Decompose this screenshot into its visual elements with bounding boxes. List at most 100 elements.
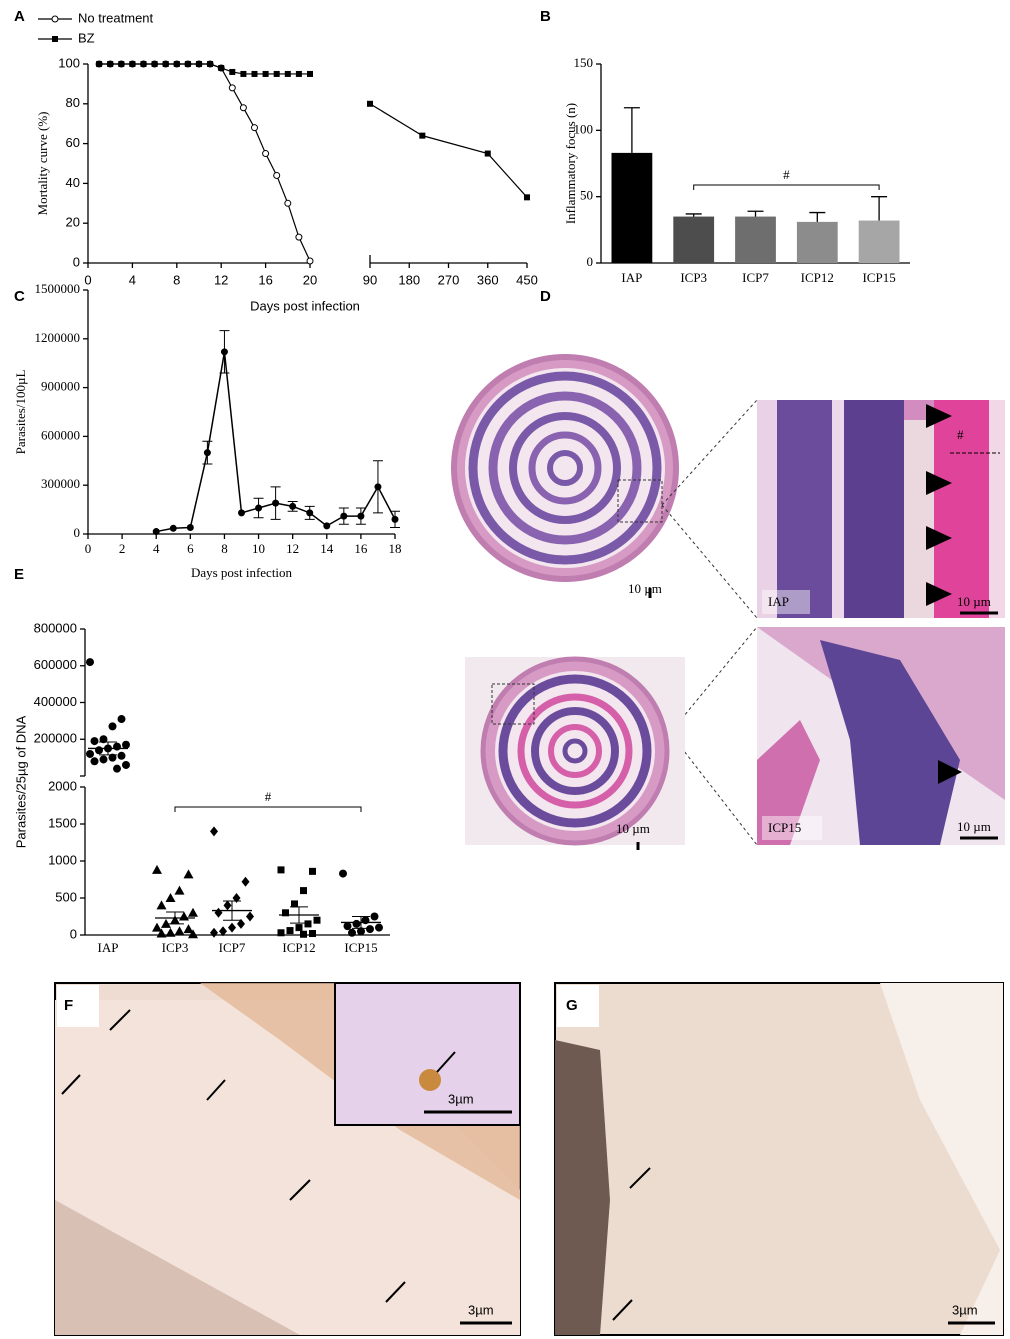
- panel-letter: A: [14, 8, 25, 25]
- x-tick-label: 18: [389, 541, 402, 556]
- marker: [340, 512, 348, 520]
- marker: [186, 523, 194, 531]
- bar: [735, 216, 776, 263]
- marker: [183, 924, 194, 934]
- x-tick-label: ICP7: [219, 940, 246, 955]
- marker: [184, 61, 191, 67]
- x-tick-label: ICP15: [862, 270, 895, 285]
- x-axis-label: Days post infection: [250, 298, 360, 313]
- y-tick-label: 2000: [48, 778, 77, 793]
- annotation: #: [265, 789, 272, 804]
- panel-f: F 3µm 3µm: [54, 982, 521, 1336]
- x-tick-label: 0: [84, 272, 91, 287]
- marker: [367, 100, 373, 107]
- x-tick-label: IAP: [98, 940, 119, 955]
- y-tick-label: 1500: [48, 815, 77, 830]
- legend-marker: [52, 36, 58, 42]
- x-tick-label: 270: [438, 272, 460, 287]
- y-tick-label: 150: [574, 55, 594, 70]
- marker: [309, 930, 316, 938]
- scale-bar-label: 10 µm: [957, 819, 991, 834]
- x-tick-label: 450: [516, 272, 538, 287]
- legend-label: BZ: [78, 30, 95, 45]
- marker: [484, 150, 491, 157]
- marker: [291, 900, 298, 908]
- annotation: #: [783, 167, 790, 182]
- y-tick-label: 600000: [34, 657, 77, 672]
- marker: [86, 658, 94, 667]
- legend-label: No treatment: [78, 10, 154, 25]
- marker: [300, 930, 307, 938]
- y-tick-label: 1200000: [35, 330, 81, 345]
- marker: [284, 199, 292, 207]
- scale-bar-label: 10 µm: [616, 821, 650, 836]
- scale-bar-label: 3µm: [952, 1302, 978, 1317]
- marker: [289, 502, 297, 510]
- marker: [107, 61, 114, 67]
- panel-letter: D: [540, 288, 551, 305]
- marker: [295, 70, 302, 77]
- marker: [228, 922, 236, 933]
- marker: [262, 70, 269, 77]
- marker: [169, 524, 177, 532]
- marker: [220, 348, 228, 356]
- marker: [272, 499, 280, 507]
- error-bar: [871, 196, 888, 221]
- marker: [295, 233, 303, 241]
- marker: [282, 909, 289, 917]
- x-tick-label: ICP12: [801, 270, 834, 285]
- marker: [90, 737, 99, 746]
- marker: [240, 70, 247, 77]
- x-tick-label: 360: [477, 272, 499, 287]
- marker: [239, 104, 247, 112]
- marker: [295, 924, 303, 932]
- marker: [118, 61, 125, 67]
- x-tick-label: 14: [320, 541, 334, 556]
- marker: [300, 887, 307, 895]
- panel-letter: B: [540, 8, 551, 25]
- marker: [122, 740, 130, 749]
- error-bar: [685, 213, 702, 217]
- marker: [255, 504, 263, 512]
- marker: [375, 923, 383, 932]
- bar: [796, 221, 838, 263]
- legend-marker: [51, 15, 59, 23]
- scale-bar-label: 10 µm: [628, 581, 662, 596]
- y-tick-label: 800000: [34, 620, 77, 635]
- image-mark: #: [957, 427, 964, 442]
- marker: [99, 735, 108, 744]
- y-tick-label: 100: [58, 55, 80, 70]
- marker: [357, 512, 365, 520]
- panel-d: D 10 µm IAP: [451, 288, 1005, 850]
- y-tick-label: 20: [66, 215, 80, 230]
- marker: [348, 928, 356, 937]
- x-tick-label: 10: [252, 541, 265, 556]
- x-axis-label: Days post infection: [191, 565, 293, 580]
- x-tick-label: 12: [214, 272, 228, 287]
- marker: [95, 746, 103, 755]
- image-tag: ICP15: [768, 820, 801, 835]
- marker: [352, 919, 361, 928]
- marker: [370, 912, 379, 921]
- bracket: [174, 806, 362, 812]
- x-tick-label: ICP12: [282, 940, 315, 955]
- marker: [151, 61, 158, 67]
- marker: [366, 925, 374, 934]
- marker: [241, 876, 250, 887]
- marker: [113, 742, 121, 751]
- x-tick-label: 20: [303, 272, 317, 287]
- panel-letter: G: [566, 997, 578, 1014]
- marker: [219, 926, 227, 937]
- scale-bar-label: 10 µm: [957, 594, 991, 609]
- marker: [96, 61, 103, 67]
- marker: [207, 61, 214, 67]
- x-tick-label: ICP15: [344, 940, 377, 955]
- panel-letter: C: [14, 288, 25, 305]
- marker: [374, 483, 382, 491]
- y-tick-label: 300000: [41, 476, 80, 491]
- marker: [188, 929, 198, 939]
- arrows: [612, 1167, 651, 1321]
- sem-bar: [223, 900, 241, 921]
- error-bar: [809, 211, 826, 222]
